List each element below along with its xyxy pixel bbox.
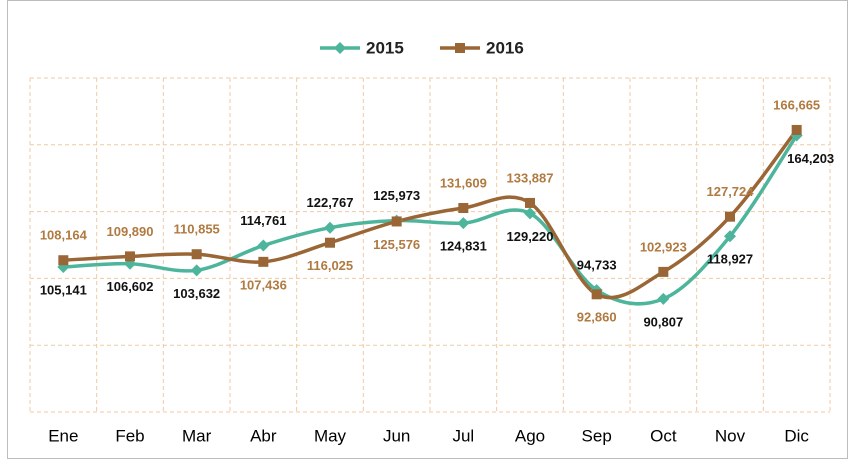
legend-marker xyxy=(455,43,465,53)
data-label: 114,761 xyxy=(240,213,286,228)
x-tick-label: Abr xyxy=(250,426,277,445)
data-label: 118,927 xyxy=(707,252,753,267)
marker xyxy=(657,292,670,305)
x-tick-label: Dic xyxy=(784,426,809,445)
marker xyxy=(258,256,269,267)
data-label: 92,860 xyxy=(577,310,617,325)
data-label: 125,576 xyxy=(373,237,420,252)
data-label: 103,632 xyxy=(173,286,220,301)
marker xyxy=(391,216,402,227)
data-label: 107,436 xyxy=(240,277,287,292)
data-label: 110,855 xyxy=(174,222,220,237)
data-label: 106,602 xyxy=(107,279,154,294)
x-tick-label: Mar xyxy=(182,426,212,445)
data-label: 108,164 xyxy=(40,228,88,243)
marker xyxy=(58,255,69,266)
data-label: 109,890 xyxy=(107,224,154,239)
vertical-grid xyxy=(29,78,831,412)
data-label: 124,831 xyxy=(440,239,487,254)
data-label: 94,733 xyxy=(577,258,617,273)
data-label: 164,203 xyxy=(787,151,834,166)
x-tick-label: Sep xyxy=(582,426,612,445)
x-tick-label: Feb xyxy=(115,426,144,445)
marker xyxy=(191,249,202,260)
marker xyxy=(325,237,335,248)
data-label: 125,973 xyxy=(373,188,420,203)
marker xyxy=(524,207,536,220)
x-tick-label: Jun xyxy=(383,426,410,445)
marker xyxy=(125,251,135,262)
data-label: 166,665 xyxy=(773,97,820,112)
marker xyxy=(658,266,669,277)
data-label: 133,887 xyxy=(507,170,554,185)
x-tick-label: Ago xyxy=(515,426,545,445)
marker xyxy=(458,203,469,214)
marker xyxy=(791,124,802,135)
marker xyxy=(591,289,602,300)
marker xyxy=(525,197,535,208)
marker xyxy=(724,230,736,243)
data-label: 127,724 xyxy=(707,184,755,199)
data-label: 131,609 xyxy=(440,175,487,190)
x-tick-label: Nov xyxy=(715,426,746,445)
x-tick-label: Jul xyxy=(452,426,474,445)
marker xyxy=(725,211,735,222)
data-label: 105,141 xyxy=(40,282,87,297)
marker xyxy=(190,264,203,277)
data-label: 116,025 xyxy=(307,258,353,273)
x-tick-label: Ene xyxy=(48,426,78,445)
marker xyxy=(457,217,470,230)
marker xyxy=(257,239,270,252)
legend-marker xyxy=(334,42,346,54)
x-tick-label: May xyxy=(314,426,347,445)
legend-label: 2016 xyxy=(486,38,524,57)
data-label: 102,923 xyxy=(640,239,687,254)
marker xyxy=(324,221,336,234)
data-label: 90,807 xyxy=(643,314,683,329)
legend-label: 2015 xyxy=(366,38,404,57)
x-tick-label: Oct xyxy=(650,426,677,445)
data-label: 122,767 xyxy=(307,195,354,210)
data-label: 129,220 xyxy=(507,229,554,244)
